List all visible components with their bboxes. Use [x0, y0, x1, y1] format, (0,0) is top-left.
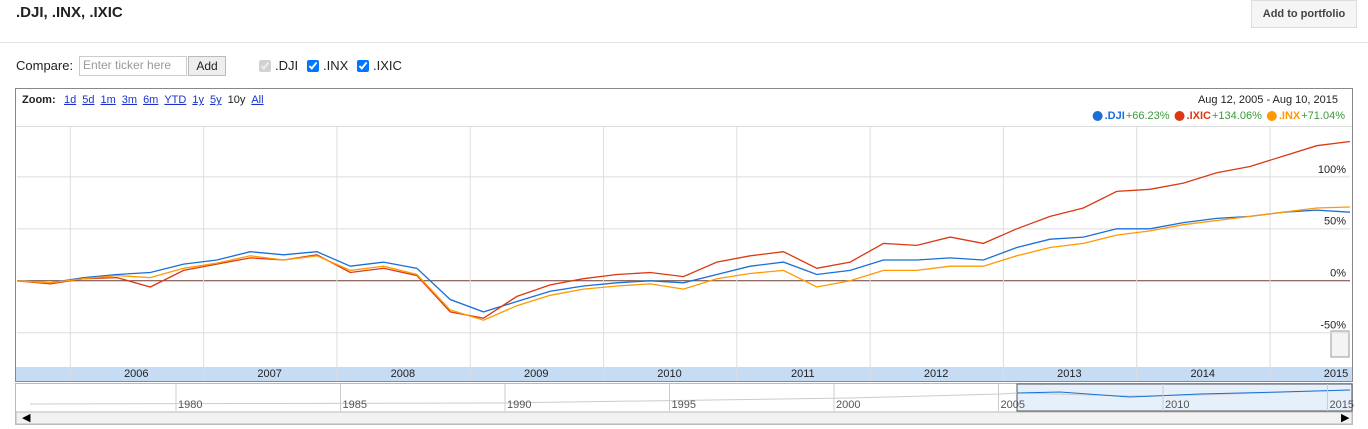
x-tick-label: 2008 — [391, 368, 415, 380]
legend-change: +66.23% — [1126, 110, 1170, 122]
x-tick-label: 2012 — [924, 368, 948, 380]
zoom-label: Zoom: — [22, 94, 56, 106]
divider — [0, 42, 1368, 43]
ticker-input[interactable]: Enter ticker here — [79, 56, 187, 76]
y-tick-label: 0% — [1330, 268, 1346, 280]
scroll-right[interactable]: ▶ — [1341, 412, 1350, 424]
x-tick-label: 2014 — [1190, 368, 1214, 380]
checkbox[interactable] — [357, 59, 369, 72]
navigator-year: 2005 — [1001, 399, 1025, 411]
navigator-year: 1985 — [343, 399, 367, 411]
series-line — [16, 206, 1351, 321]
y-tick-label: 100% — [1318, 164, 1346, 176]
navigator-trace — [29, 389, 1351, 405]
series-line — [16, 140, 1351, 319]
x-tick-label: 2007 — [257, 368, 281, 380]
legend-dot — [1174, 111, 1185, 121]
zoom-option[interactable]: 5y — [210, 94, 222, 106]
zoom-option[interactable]: 1y — [192, 94, 204, 106]
y-tick-label: 50% — [1324, 216, 1346, 228]
x-tick-label: 2011 — [791, 368, 815, 380]
series-line — [16, 209, 1351, 313]
navigator-year: 2000 — [836, 399, 860, 411]
scroll-left[interactable]: ◀ — [22, 412, 31, 424]
legend-name: .DJI — [1105, 110, 1125, 122]
legend-dot — [1092, 111, 1103, 121]
page-title: .DJI, .INX, .IXIC — [16, 4, 123, 21]
x-tick-label: 2009 — [524, 368, 548, 380]
chart-settings-icon[interactable] — [1330, 330, 1350, 358]
x-tick-label: 2015 — [1324, 368, 1348, 380]
x-axis-band — [16, 367, 1352, 381]
legend-dot — [1266, 111, 1277, 121]
legend-name: .INX — [1279, 110, 1301, 122]
navigator-selection[interactable] — [1016, 383, 1353, 412]
scrollbar[interactable] — [15, 411, 1353, 425]
zoom-option[interactable]: All — [251, 94, 263, 106]
check-item: .IXIC — [357, 58, 402, 73]
navigator-year: 2010 — [1165, 399, 1189, 411]
zoom-option[interactable]: YTD — [164, 94, 186, 106]
checkbox — [259, 59, 271, 72]
zoom-option[interactable]: 5d — [82, 94, 94, 106]
zoom-option[interactable]: 3m — [122, 94, 137, 106]
zoom-option[interactable]: 6m — [143, 94, 158, 106]
navigator-trace-selected — [1016, 389, 1351, 398]
add-to-portfolio-button[interactable]: Add to portfolio — [1251, 0, 1357, 28]
date-range: Aug 12, 2005 - Aug 10, 2015 — [1198, 94, 1338, 106]
navigator-year: 2015 — [1330, 399, 1354, 411]
navigator-year: 1980 — [178, 399, 202, 411]
chart-frame — [15, 88, 1353, 382]
x-tick-label: 2010 — [657, 368, 681, 380]
navigator-year: 1990 — [507, 399, 531, 411]
y-tick-label: -50% — [1320, 320, 1346, 332]
x-tick-label: 2006 — [124, 368, 148, 380]
check-item: .INX — [307, 58, 348, 73]
compare-label: Compare: — [16, 58, 74, 73]
legend-change: +134.06% — [1212, 110, 1262, 122]
check-label: .DJI — [275, 58, 299, 73]
navigator-year: 1995 — [672, 399, 696, 411]
legend-name: .IXIC — [1187, 110, 1212, 122]
check-item: .DJI — [259, 58, 298, 73]
check-label: .IXIC — [373, 58, 402, 73]
zoom-option[interactable]: 10y — [228, 94, 246, 106]
legend-change: +71.04% — [1301, 110, 1345, 122]
zoom-option[interactable]: 1m — [101, 94, 116, 106]
check-label: .INX — [323, 58, 349, 73]
add-button[interactable]: Add — [188, 56, 226, 76]
zoom-option[interactable]: 1d — [64, 94, 76, 106]
checkbox[interactable] — [307, 59, 319, 72]
x-tick-label: 2013 — [1057, 368, 1081, 380]
